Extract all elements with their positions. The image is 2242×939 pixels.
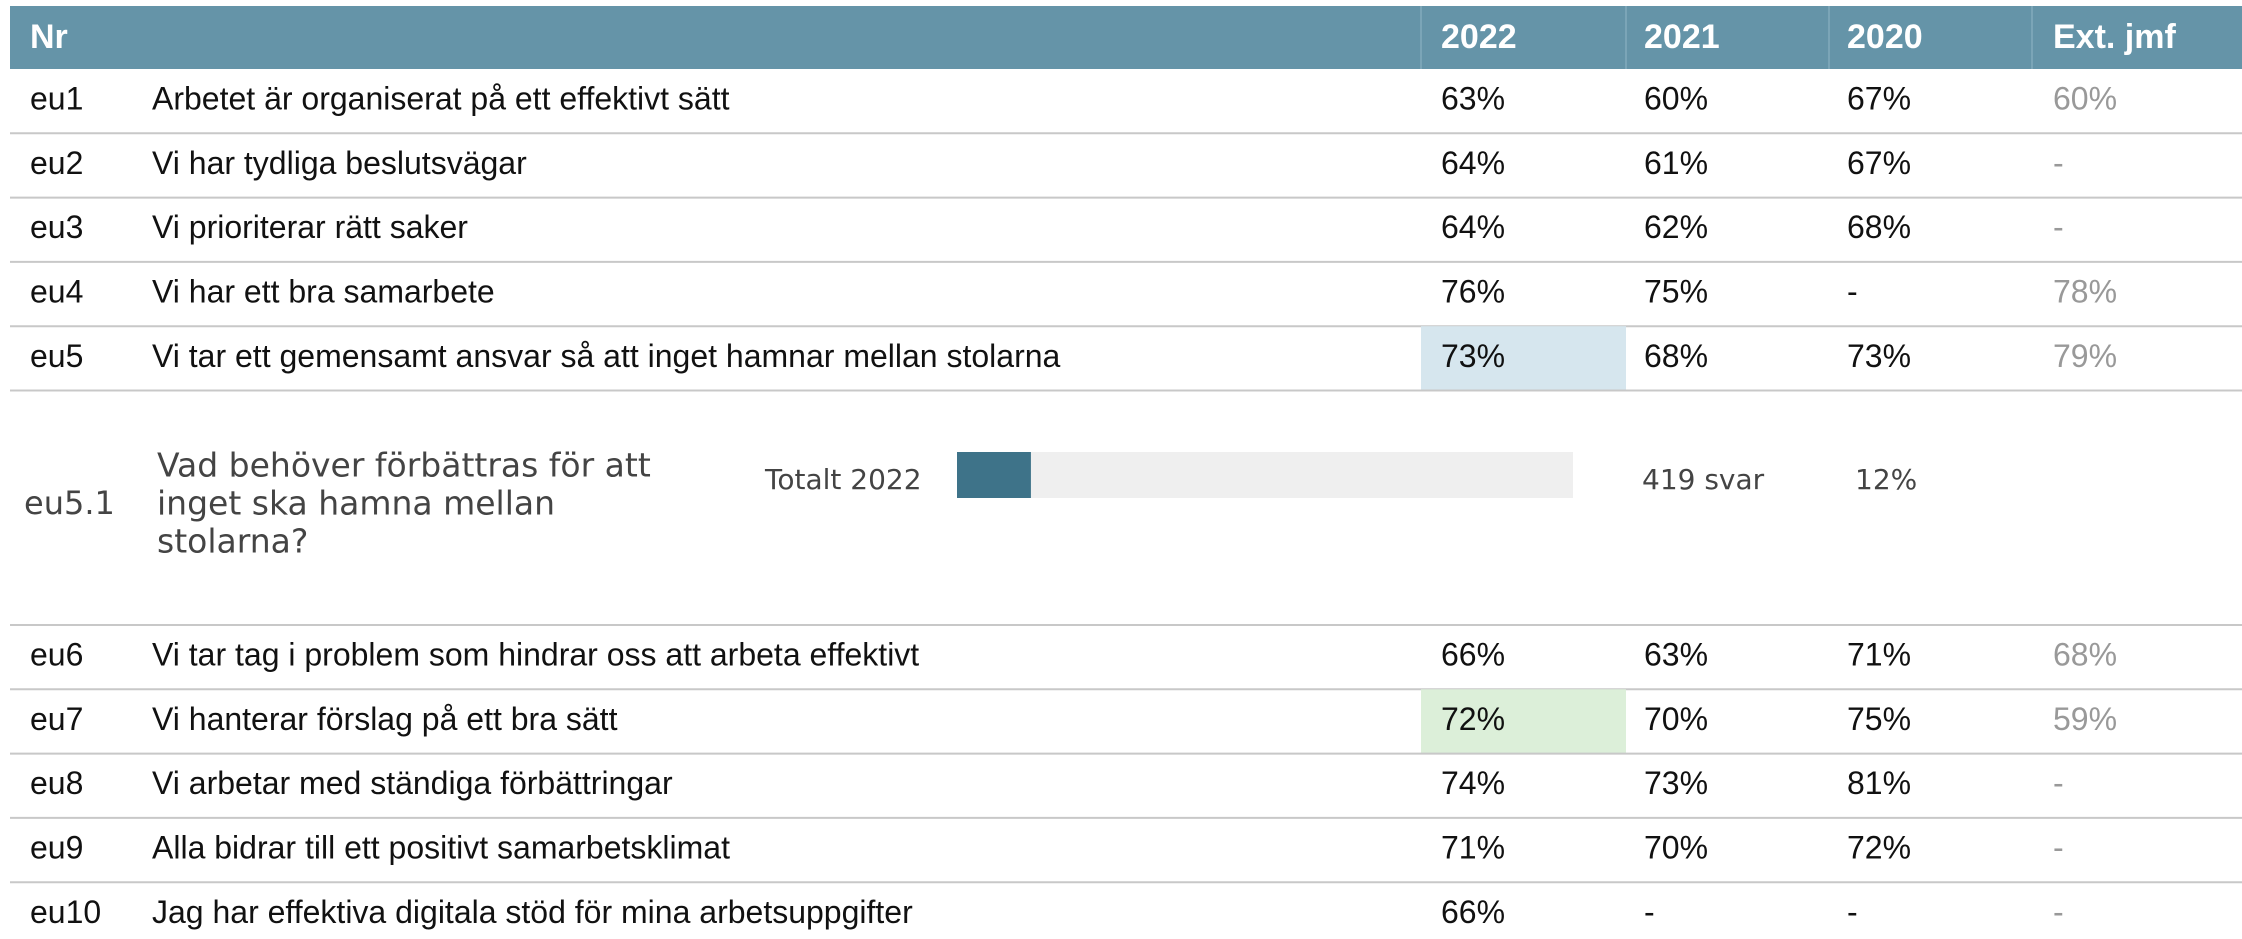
header-cell: Ext. jmf [2053,18,2176,56]
year-value: 73% [1847,338,1911,374]
year-value: 61% [1644,145,1708,181]
year-value: 75% [1847,701,1911,737]
year-value: - [1847,274,1858,310]
row-question: Vi arbetar med ständiga förbättringar [152,765,673,801]
header-cell: 2020 [1847,18,1923,56]
year-value: 63% [1441,81,1505,117]
row-number: eu1 [30,81,83,117]
year-value: 71% [1441,830,1505,866]
row-question: Jag har effektiva digitala stöd för mina… [152,894,913,930]
row-question: Vi har ett bra samarbete [152,274,495,310]
ext-value: 60% [2053,81,2117,117]
bar-label: Totalt 2022 [764,463,922,496]
year-value: 72% [1441,701,1505,737]
row-question: Alla bidrar till ett positivt samarbetsk… [152,830,730,866]
header-cell: Nr [30,18,68,56]
ext-value: 68% [2053,637,2117,673]
ext-value: - [2053,145,2064,181]
year-value: 60% [1644,81,1708,117]
value-label: 12% [1855,463,1917,496]
ext-value: - [2053,765,2064,801]
row-number: eu4 [30,274,83,310]
year-value: 72% [1847,830,1911,866]
row-question: Vi tar tag i problem som hindrar oss att… [152,637,919,673]
open-question: Vad behöver förbättras för att [157,446,651,485]
year-value: 67% [1847,145,1911,181]
row-number: eu2 [30,145,83,181]
row-question: Vi har tydliga beslutsvägar [152,145,527,181]
year-value: 81% [1847,765,1911,801]
year-value: 64% [1441,145,1505,181]
ext-value: - [2053,830,2064,866]
ext-value: 79% [2053,338,2117,374]
year-value: 70% [1644,830,1708,866]
year-value: 68% [1644,338,1708,374]
open-question: stolarna? [157,522,308,561]
year-value: 64% [1441,209,1505,245]
year-value: 73% [1441,338,1505,374]
count-label: 419 svar [1642,463,1765,496]
year-value: 74% [1441,765,1505,801]
year-value: 73% [1644,765,1708,801]
row-question: Vi tar ett gemensamt ansvar så att inget… [152,338,1061,374]
row-question: Vi hanterar förslag på ett bra sätt [152,701,618,737]
header-bar [10,6,2242,69]
year-value: 68% [1847,209,1911,245]
year-value: 75% [1644,274,1708,310]
year-value: 76% [1441,274,1505,310]
year-value: 62% [1644,209,1708,245]
year-value: 67% [1847,81,1911,117]
ext-value: - [2053,209,2064,245]
year-value: - [1644,894,1655,930]
year-value: 71% [1847,637,1911,673]
open-question: inget ska hamna mellan [157,484,555,523]
ext-value: 78% [2053,274,2117,310]
row-number: eu10 [30,894,101,930]
ext-value: 59% [2053,701,2117,737]
header-cell: 2022 [1441,18,1517,56]
bar-track [957,452,1573,498]
year-value: 66% [1441,637,1505,673]
year-value: - [1847,894,1858,930]
header-cell: 2021 [1644,18,1720,56]
open-number: eu5.1 [24,484,115,522]
row-number: eu8 [30,765,83,801]
row-number: eu6 [30,637,83,673]
cell-highlight [1421,689,1626,754]
year-value: 70% [1644,701,1708,737]
row-question: Vi prioriterar rätt saker [152,209,468,245]
row-number: eu5 [30,338,83,374]
row-number: eu7 [30,701,83,737]
row-number: eu9 [30,830,83,866]
cell-highlight [1421,326,1626,391]
ext-value: - [2053,894,2064,930]
row-question: Arbetet är organiserat på ett effektivt … [152,81,730,117]
row-number: eu3 [30,209,83,245]
year-value: 66% [1441,894,1505,930]
bar [957,452,1031,498]
year-value: 63% [1644,637,1708,673]
